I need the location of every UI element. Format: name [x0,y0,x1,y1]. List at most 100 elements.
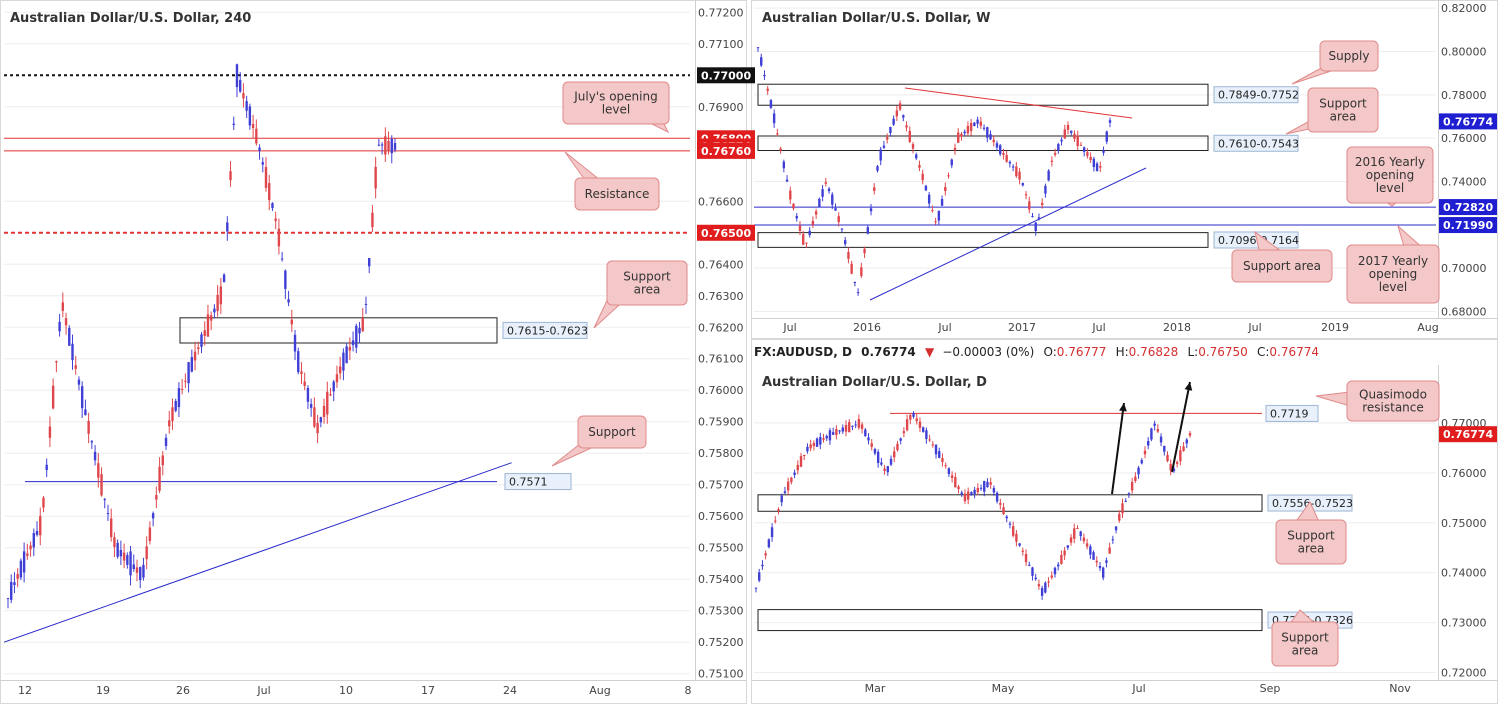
candle-body [139,567,142,581]
candle-body [793,472,796,475]
candle-body [1127,493,1131,495]
candle-body [1121,503,1124,514]
candle-body [261,162,264,165]
callout-support-area-4h-box [606,260,688,306]
x-tick-label: Jul [256,684,270,697]
candle-body [790,477,793,483]
candle-body [1053,152,1057,155]
x-tick-label: Aug [589,684,610,697]
candle-body [348,347,352,351]
candle-body [1079,144,1083,146]
candle-body [908,130,911,142]
candle-body [805,242,808,244]
candle-body [161,455,164,466]
candle-body [843,240,847,245]
callout-resistance: Resistance [564,151,660,211]
x-tick-label: Nov [1389,682,1411,695]
candle-body [960,133,963,137]
candle-body [1002,507,1005,515]
candle-body [938,451,941,458]
candle-body [976,119,979,124]
candle-body [132,564,135,570]
candle-body [822,438,825,440]
candle-body [1153,423,1156,426]
candle-body [911,144,915,149]
price-tag-box [1439,217,1497,234]
candle-body [1044,582,1047,593]
candle-body [760,57,763,66]
candle-body [1156,428,1160,432]
candle-body [1089,156,1092,161]
candle-body [151,513,155,519]
candle-body [322,405,326,417]
candle-body [924,185,928,191]
candle-body [316,422,319,434]
candle-body [84,409,87,416]
candle-body [1130,481,1134,491]
candle-body [892,118,895,125]
callout-supply-text: Supply [1329,49,1370,63]
candle-body [1050,575,1053,578]
candle-body [798,225,802,231]
candle-body [774,520,777,522]
candle-body [876,451,880,463]
y-tick-label: 0.76900 [698,101,744,114]
candle-body [1163,445,1166,452]
candle-body [960,492,963,495]
candle-body [928,439,931,441]
candle-body [158,466,161,491]
candle-body [1076,528,1079,530]
candle-body [374,166,377,189]
chart-title-4h: Australian Dollar/U.S. Dollar, 240 [10,11,251,26]
candle-body [803,454,806,456]
candle-body [209,315,213,321]
candle-body [989,482,992,485]
callout-2016-yearly: 2016 Yearly opening level [1346,146,1434,207]
support-zone-box [757,609,1263,632]
candle-body [764,553,767,556]
candle-body [1069,537,1073,543]
candle-body [242,93,245,99]
candle-body [963,493,967,502]
candle-body [206,314,210,337]
y-tick-label: 0.73000 [1441,617,1487,630]
ohlc-close: 0.76774 [1269,345,1319,359]
candle-body [792,203,795,209]
candle-body [29,545,32,550]
callout-support-area-weekly: Support area [1285,87,1379,135]
candle-body [1008,161,1012,164]
candle-body [893,451,896,458]
candle-body [197,347,200,350]
candle-body [1147,441,1150,446]
candle-body [902,431,906,434]
support-zone-box [757,135,1209,152]
down-triangle-icon: ▼ [925,345,935,359]
candle-body [55,361,58,363]
callout-julys-opening-text: July's opening level [573,90,657,117]
candle-body [825,435,828,439]
candle-body [786,481,790,491]
candle-body [905,419,909,431]
candle-body [899,438,902,441]
candle-body [1073,133,1076,139]
candle-body [193,351,197,361]
candle-body [1102,150,1105,153]
candle-body [880,462,883,465]
arrow-projected-move [1171,381,1191,473]
candle-body [1099,166,1102,168]
y-tick-label: 0.68000 [1441,306,1487,319]
ohlc-change: −0.00003 (0%) [942,345,1034,359]
y-tick-label: 0.77100 [698,38,744,51]
candle-body [1063,129,1066,139]
callout-supply: Supply [1291,40,1379,85]
candle-body [77,379,81,385]
callout-resistance-box [574,177,660,211]
zone-label: 0.7615-0.7623 [507,324,588,337]
candle-body [802,234,805,245]
support-zone-box [757,494,1263,512]
candle-body [1060,554,1063,564]
candle-body [795,215,798,219]
candle-body [309,403,313,408]
candle-body [947,468,951,475]
candle-body [1044,185,1047,194]
